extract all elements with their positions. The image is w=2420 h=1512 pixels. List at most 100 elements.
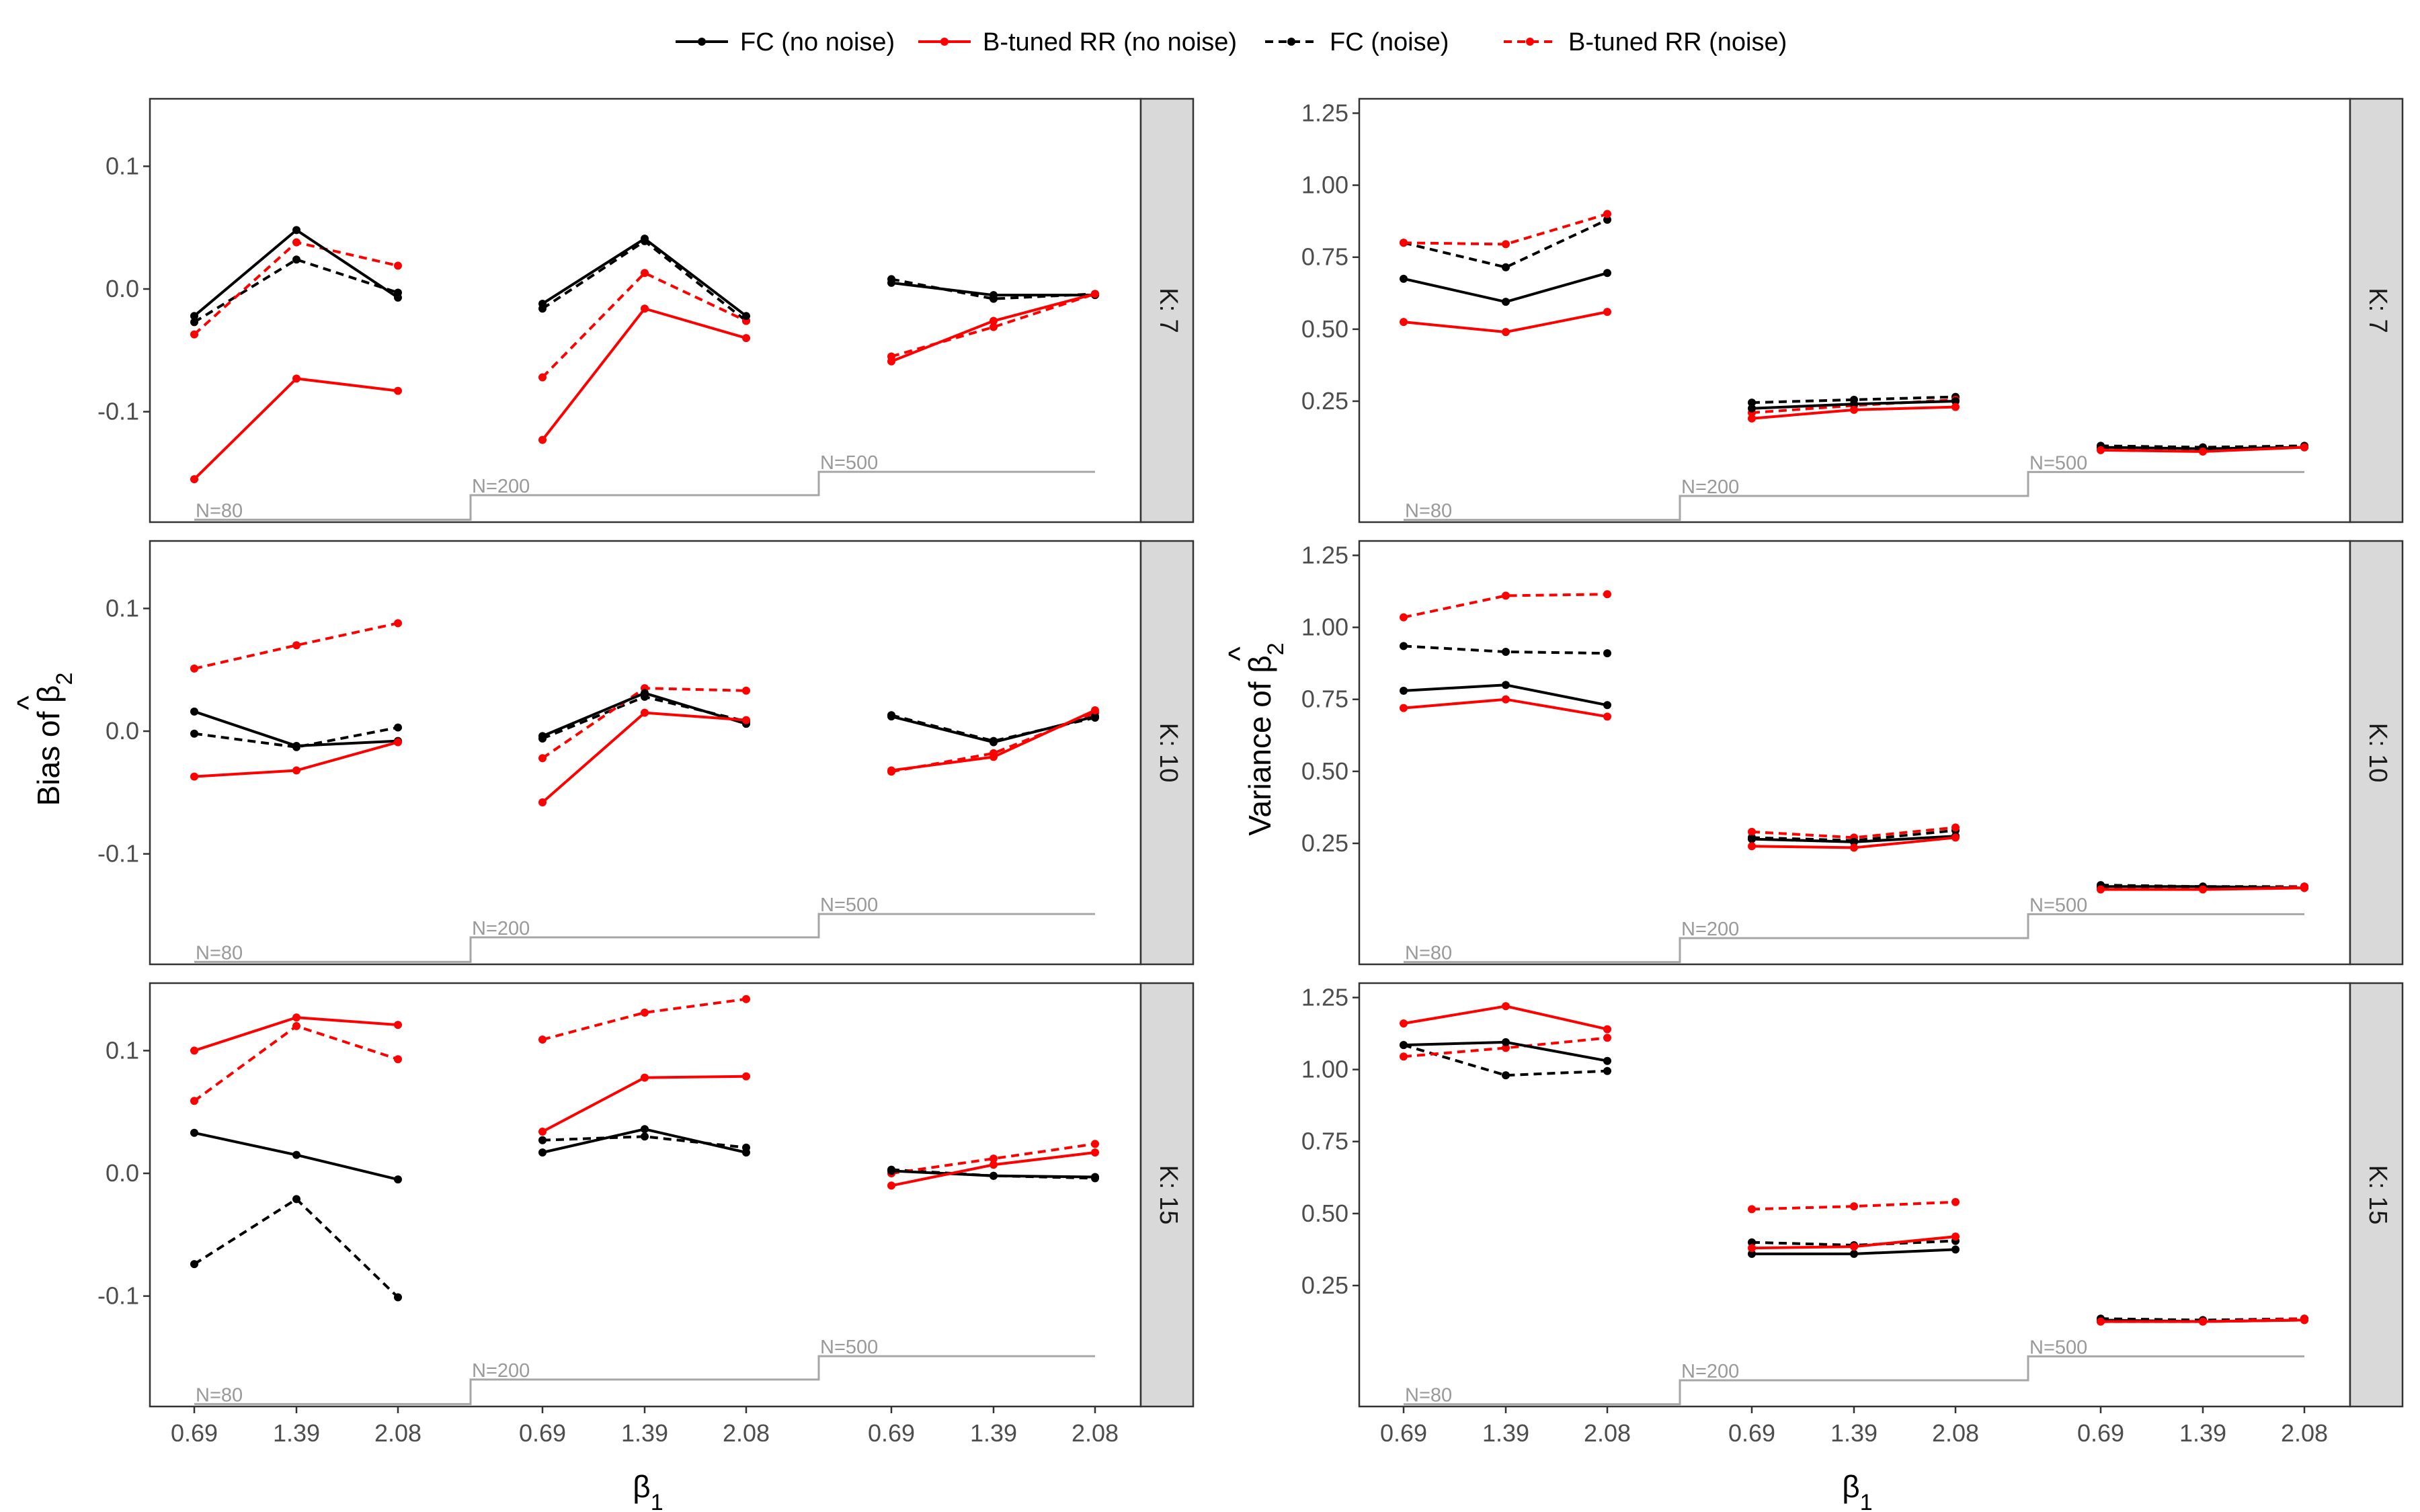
data-point [292, 1013, 300, 1022]
data-point [1748, 1249, 1756, 1258]
data-point [1400, 686, 1408, 695]
data-point [1091, 706, 1099, 714]
series-line-segment [193, 258, 399, 324]
series-line-segment [891, 1142, 1096, 1175]
data-point [887, 766, 895, 775]
n-group-label: N=500 [2029, 894, 2087, 916]
data-point [990, 753, 998, 761]
data-point [292, 238, 300, 247]
data-point [1951, 403, 1960, 411]
series-b-tuned-rr-no-noise- [1400, 308, 2308, 456]
x-tick-label: 0.69 [1728, 1419, 1775, 1447]
data-point [538, 373, 547, 382]
y-tick-label: 0.25 [1301, 387, 1348, 415]
data-point [190, 1097, 198, 1105]
data-point [641, 1008, 649, 1017]
data-point [190, 312, 198, 321]
legend-label: B-tuned RR (noise) [1568, 28, 1787, 56]
data-point [990, 323, 998, 331]
x-tick-label: 0.69 [868, 1419, 915, 1447]
series-line-segment [1751, 1200, 1956, 1211]
series-b-tuned-rr-no-noise- [190, 1013, 1099, 1190]
data-point [1502, 1002, 1510, 1011]
data-point [394, 1293, 402, 1302]
n-reference-line [194, 913, 1095, 963]
data-point [1400, 1019, 1408, 1027]
n-group-label: N=80 [196, 942, 243, 964]
series-line-segment [1403, 644, 1608, 655]
data-point [190, 1260, 198, 1269]
data-point [2300, 1316, 2308, 1325]
data-point [990, 291, 998, 300]
data-point [1748, 1238, 1756, 1247]
x-tick-label: 2.08 [374, 1419, 421, 1447]
series-b-tuned-rr-no-noise- [190, 706, 1099, 806]
data-point [1400, 704, 1408, 712]
data-point [1951, 397, 1960, 405]
panel-border [149, 982, 1142, 1408]
data-point [394, 738, 402, 747]
series-line-segment [1403, 212, 1608, 246]
y-tick-label: -0.1 [97, 840, 139, 868]
y-tick-label: -0.1 [97, 398, 139, 425]
n-group-label: N=200 [472, 1360, 530, 1382]
data-point [1850, 1249, 1858, 1258]
x-tick-label: 2.08 [1584, 1419, 1631, 1447]
legend-label: B-tuned RR (no noise) [983, 28, 1237, 56]
x-tick-label: 1.39 [1830, 1419, 1878, 1447]
bias-panel-row-1: K: 7 -0.1 0.0 0.1 N=80 N=200 N=500 [97, 97, 1195, 523]
legend-key-point [940, 38, 949, 46]
data-point [990, 738, 998, 747]
y-tick-label: -0.1 [97, 1282, 139, 1310]
data-point [1502, 591, 1510, 600]
data-point [641, 708, 649, 717]
legend-item: FC (no noise) [676, 28, 895, 56]
data-point [1748, 842, 1756, 851]
variance-panel-row-1: K: 7 0.25 0.50 0.75 1.00 1.25 N=80 N=200 N=500 [1301, 97, 2404, 523]
data-point [1603, 649, 1611, 658]
data-point [1603, 590, 1611, 599]
y-tick-label: 0.50 [1301, 315, 1348, 343]
series-line-segment [1403, 593, 1608, 619]
data-point [742, 1072, 750, 1081]
series-b-tuned-rr-no-noise- [1400, 695, 2308, 894]
data-point [1850, 400, 1858, 409]
series-line-segment [1751, 826, 1956, 839]
n-reference-line [194, 1355, 1095, 1405]
data-point [190, 729, 198, 738]
data-point [292, 741, 300, 750]
data-point [1850, 405, 1858, 414]
variance-y-hat: ^ [1222, 646, 1257, 661]
data-point [1603, 308, 1611, 317]
legend-item: FC (noise) [1265, 28, 1449, 56]
data-point [641, 1125, 649, 1134]
bias-panel-row-2: K: 10 -0.1 0.0 0.1 N=80 N=200 N=500 [97, 540, 1195, 966]
data-point [394, 1175, 402, 1184]
series-line-segment [1403, 218, 1608, 269]
data-point [990, 1154, 998, 1163]
n-group-label: N=80 [196, 1384, 243, 1406]
data-point [1748, 398, 1756, 407]
data-point [887, 357, 895, 366]
series-line-segment [1751, 395, 1956, 405]
data-point [742, 995, 750, 1003]
data-point [394, 293, 402, 302]
y-tick-label: 0.75 [1301, 243, 1348, 271]
data-point [887, 278, 895, 287]
data-point [2097, 1317, 2105, 1326]
y-tick-label: 0.50 [1301, 757, 1348, 785]
n-group-label: N=200 [1681, 476, 1739, 498]
data-point [1091, 1140, 1099, 1148]
data-point [1502, 1071, 1510, 1080]
facet-strip [2349, 97, 2404, 523]
data-point [1400, 1052, 1408, 1061]
y-tick-label: 0.1 [106, 1036, 139, 1064]
data-point [538, 1036, 547, 1044]
data-point [2300, 443, 2308, 452]
data-point [538, 435, 547, 444]
data-point [394, 1055, 402, 1064]
data-point [1400, 318, 1408, 327]
data-point [292, 641, 300, 650]
data-point [190, 664, 198, 673]
